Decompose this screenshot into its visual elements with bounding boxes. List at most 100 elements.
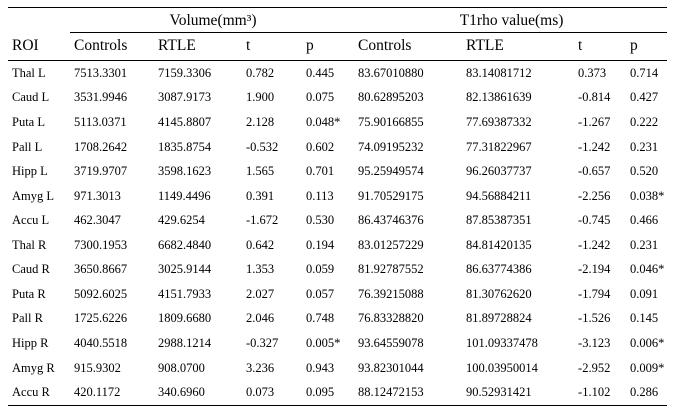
table-row: Puta R 5092.6025 4151.7933 2.027 0.057 76.392… bbox=[8, 282, 667, 307]
value-cell: 101.09337478 bbox=[466, 336, 538, 350]
value-cell: 2.046 bbox=[246, 311, 275, 326]
value-cell: -0.814 bbox=[578, 90, 611, 105]
value-cell: 100.03950014 bbox=[466, 360, 538, 375]
value-cell: -1.526 bbox=[578, 311, 611, 326]
value-cell: 0.073 bbox=[246, 385, 275, 400]
volume-t-header: t bbox=[242, 32, 302, 61]
value-cell: 94.56884211 bbox=[466, 188, 532, 203]
value-cell: 7300.1953 bbox=[74, 237, 128, 252]
value-cell: 429.6254 bbox=[158, 213, 205, 228]
table-row: Accu R 420.1172 340.6960 0.073 0.095 88.12472… bbox=[8, 380, 667, 405]
value-cell: 0.466 bbox=[630, 213, 659, 228]
value-cell: 0.286 bbox=[630, 385, 659, 400]
table-row: Caud L 3531.9946 3087.9173 1.900 0.075 80.628… bbox=[8, 86, 667, 111]
t1rho-p-header: p bbox=[626, 32, 668, 61]
value-cell: -3.123 bbox=[578, 336, 611, 350]
roi-cell: Hipp L bbox=[12, 164, 48, 179]
table-row: Amyg L 971.3013 1149.4496 0.391 0.113 91.7052… bbox=[8, 184, 667, 209]
value-cell: 0.530 bbox=[306, 213, 335, 228]
roi-cell: Caud R bbox=[12, 262, 50, 277]
value-cell: 0.231 bbox=[630, 237, 659, 252]
value-cell: 1708.2642 bbox=[74, 139, 128, 154]
t1rho-t-header: t bbox=[574, 32, 627, 61]
value-cell: 0.113 bbox=[306, 188, 334, 203]
value-cell: 0.057 bbox=[306, 286, 335, 301]
roi-cell: Amyg L bbox=[12, 188, 55, 203]
value-cell: 2.027 bbox=[246, 286, 275, 301]
value-cell: -1.242 bbox=[578, 237, 611, 252]
empty-corner-cell bbox=[8, 8, 70, 33]
volume-group-header: Volume(mm³) bbox=[70, 7, 355, 33]
group-header-row: Volume(mm³) T1rho value(ms) bbox=[8, 7, 668, 33]
value-cell: 90.52931421 bbox=[466, 385, 532, 400]
value-cell: 5092.6025 bbox=[74, 286, 128, 301]
value-cell: 83.14081712 bbox=[466, 65, 532, 80]
value-cell: -1.267 bbox=[578, 114, 611, 129]
roi-cell: Accu L bbox=[12, 213, 50, 228]
roi-cell: Pall L bbox=[12, 139, 43, 154]
value-cell: -1.242 bbox=[578, 139, 611, 154]
roi-cell: Pall R bbox=[12, 311, 43, 326]
roi-column-header: ROI bbox=[8, 32, 70, 61]
value-cell: 340.6960 bbox=[158, 385, 205, 400]
value-cell: 3598.1623 bbox=[158, 164, 212, 179]
value-cell: 3650.8667 bbox=[74, 262, 128, 277]
value-cell: 4145.8807 bbox=[158, 114, 212, 129]
value-cell: 88.12472153 bbox=[358, 385, 424, 400]
table-row: Puta L 5113.0371 4145.8807 2.128 0.048* 75.90… bbox=[8, 110, 667, 135]
value-cell: 7513.3301 bbox=[74, 65, 128, 80]
value-cell: 3025.9144 bbox=[158, 262, 212, 277]
value-cell: 93.82301044 bbox=[358, 360, 424, 375]
value-cell: 0.009* bbox=[630, 360, 665, 375]
value-cell: 75.90166855 bbox=[358, 114, 424, 129]
value-cell: 0.006* bbox=[630, 336, 665, 350]
value-cell: 7159.3306 bbox=[158, 65, 212, 80]
value-cell: 0.943 bbox=[306, 360, 335, 375]
value-cell: 0.427 bbox=[630, 90, 659, 105]
value-cell: 82.13861639 bbox=[466, 90, 532, 105]
value-cell: 0.046* bbox=[630, 262, 665, 277]
value-cell: 83.67010880 bbox=[358, 65, 424, 80]
table-body: Thal L 7513.3301 7159.3306 0.782 0.445 83.670… bbox=[8, 61, 667, 406]
value-cell: 0.005* bbox=[306, 336, 341, 350]
value-cell: 1.565 bbox=[246, 164, 275, 179]
value-cell: -0.657 bbox=[578, 164, 611, 179]
value-cell: 0.194 bbox=[306, 237, 335, 252]
value-cell: 0.231 bbox=[630, 139, 659, 154]
roi-cell: Caud L bbox=[12, 90, 50, 105]
value-cell: 971.3013 bbox=[74, 188, 121, 203]
value-cell: 0.701 bbox=[306, 164, 335, 179]
value-cell: -0.745 bbox=[578, 213, 611, 228]
value-cell: -0.532 bbox=[246, 139, 279, 154]
roi-cell: Thal L bbox=[12, 65, 46, 80]
value-cell: 0.222 bbox=[630, 114, 659, 129]
value-cell: 87.85387351 bbox=[466, 213, 532, 228]
table-row: Amyg R 915.9302 908.0700 3.236 0.943 93.82301… bbox=[8, 356, 667, 381]
t1rho-rtle-header: RTLE bbox=[462, 32, 575, 61]
value-cell: 1.900 bbox=[246, 90, 275, 105]
roi-cell: Puta R bbox=[12, 286, 46, 301]
value-cell: 908.0700 bbox=[158, 360, 205, 375]
value-cell: 76.39215088 bbox=[358, 286, 424, 301]
value-cell: 915.9302 bbox=[74, 360, 121, 375]
table-row: Accu L 462.3047 429.6254 -1.672 0.530 86.4374… bbox=[8, 208, 667, 233]
value-cell: 3.236 bbox=[246, 360, 275, 375]
value-cell: 3087.9173 bbox=[158, 90, 212, 105]
value-cell: 0.048* bbox=[306, 114, 341, 129]
value-cell: 1835.8754 bbox=[158, 139, 212, 154]
volume-rtle-header: RTLE bbox=[154, 32, 242, 61]
value-cell: 86.43746376 bbox=[358, 213, 424, 228]
value-cell: 83.01257229 bbox=[358, 237, 424, 252]
value-cell: 2.128 bbox=[246, 114, 275, 129]
table-row: Caud R 3650.8667 3025.9144 1.353 0.059 81.927… bbox=[8, 258, 667, 283]
value-cell: 462.3047 bbox=[74, 213, 121, 228]
value-cell: 1725.6226 bbox=[74, 311, 128, 326]
value-cell: 0.059 bbox=[306, 262, 335, 277]
value-cell: 96.26037737 bbox=[466, 164, 532, 179]
value-cell: 74.09195232 bbox=[358, 139, 424, 154]
value-cell: 0.445 bbox=[306, 65, 335, 80]
value-cell: 0.714 bbox=[630, 65, 659, 80]
value-cell: 0.782 bbox=[246, 65, 275, 80]
volume-p-header: p bbox=[302, 32, 355, 61]
